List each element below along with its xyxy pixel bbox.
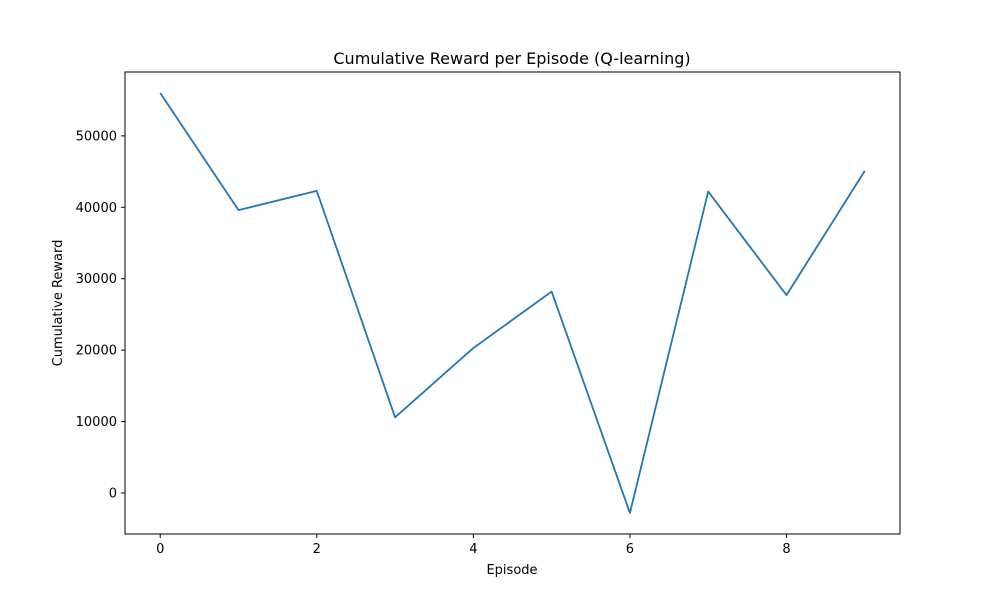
series-line-0 <box>159 92 866 514</box>
series-group <box>159 92 866 514</box>
y-axis-label: Cumulative Reward <box>51 240 66 367</box>
y-axis-ticks: 0 10000 20000 30000 40000 50000 <box>76 129 125 502</box>
x-axis-ticks: 0 2 4 6 8 <box>156 534 791 557</box>
x-tick-label: 2 <box>313 542 321 557</box>
x-tick-label: 8 <box>782 542 790 557</box>
chart-title: Cumulative Reward per Episode (Q-learnin… <box>333 49 690 68</box>
y-tick-label: 0 <box>109 487 117 502</box>
y-tick-label: 50000 <box>76 129 117 144</box>
y-tick-label: 40000 <box>76 201 117 216</box>
y-tick-label: 30000 <box>76 272 117 287</box>
x-axis-label: Episode <box>486 563 537 578</box>
x-tick-label: 0 <box>156 542 164 557</box>
plot-frame <box>124 71 901 535</box>
y-tick-label: 10000 <box>76 415 117 430</box>
x-tick-label: 6 <box>626 542 634 557</box>
y-tick-label: 20000 <box>76 344 117 359</box>
x-tick-label: 4 <box>469 542 477 557</box>
